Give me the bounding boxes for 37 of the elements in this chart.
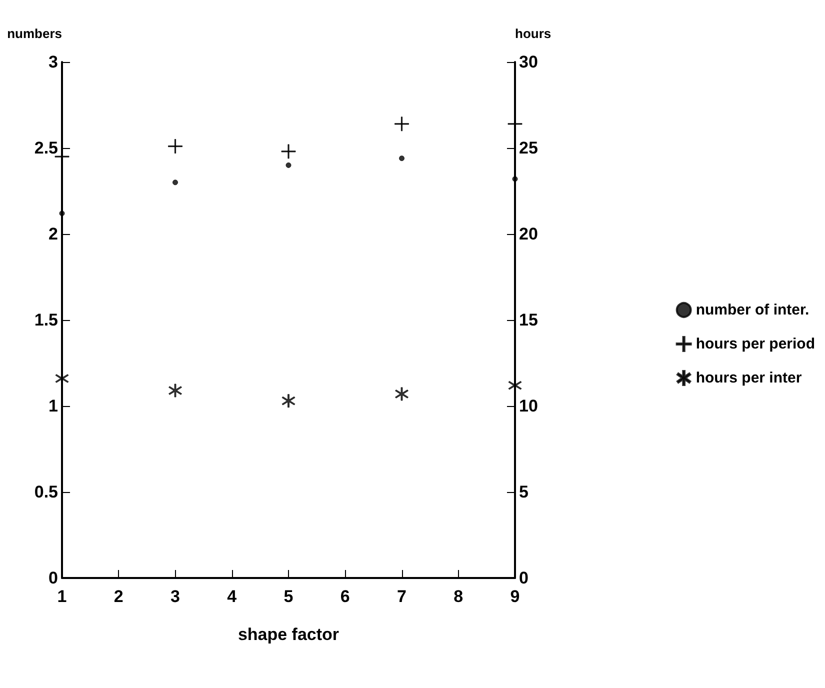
point (399, 156, 404, 162)
y2-tick-label: 20 (519, 224, 538, 244)
x-tick-label: 7 (397, 587, 406, 606)
x-tick-label: 4 (227, 587, 238, 606)
point (395, 387, 408, 401)
y2-tick-label: 30 (519, 52, 538, 72)
point (512, 176, 518, 182)
x-tick-label: 5 (284, 587, 294, 606)
legend-label: number of inter. (696, 302, 810, 318)
point (286, 162, 292, 168)
point (172, 180, 178, 186)
x-tick-label: 9 (510, 587, 520, 606)
point (59, 210, 65, 216)
y2-axis-title: hours (515, 26, 552, 41)
y-tick-label: 3 (48, 52, 58, 72)
point (282, 394, 296, 408)
y2-tick-label: 25 (519, 138, 538, 158)
x-tick-label: 8 (454, 587, 464, 606)
y-tick-label: 1.5 (34, 310, 58, 330)
y-tick-label: 0.5 (34, 482, 58, 502)
y2-tick-label: 0 (519, 568, 528, 588)
y2-tick-label: 5 (519, 482, 528, 502)
legend-label: hours per period (696, 336, 816, 352)
y-tick-label: 0 (48, 568, 58, 588)
y2-tick-label: 15 (519, 310, 538, 330)
y2-tick-label: 10 (519, 396, 538, 416)
x-tick-label: 6 (340, 587, 350, 606)
x-tick-label: 2 (114, 587, 124, 606)
y-tick-label: 1 (48, 396, 58, 416)
point (281, 144, 296, 159)
y-axis-title: numbers (7, 26, 62, 41)
legend-label: hours per inter (696, 370, 802, 386)
x-axis-title: shape factor (238, 625, 340, 644)
y-tick-label: 2.5 (34, 138, 58, 158)
point (168, 384, 182, 398)
y-tick-label: 2 (48, 224, 58, 244)
x-tick-label: 3 (170, 587, 180, 606)
